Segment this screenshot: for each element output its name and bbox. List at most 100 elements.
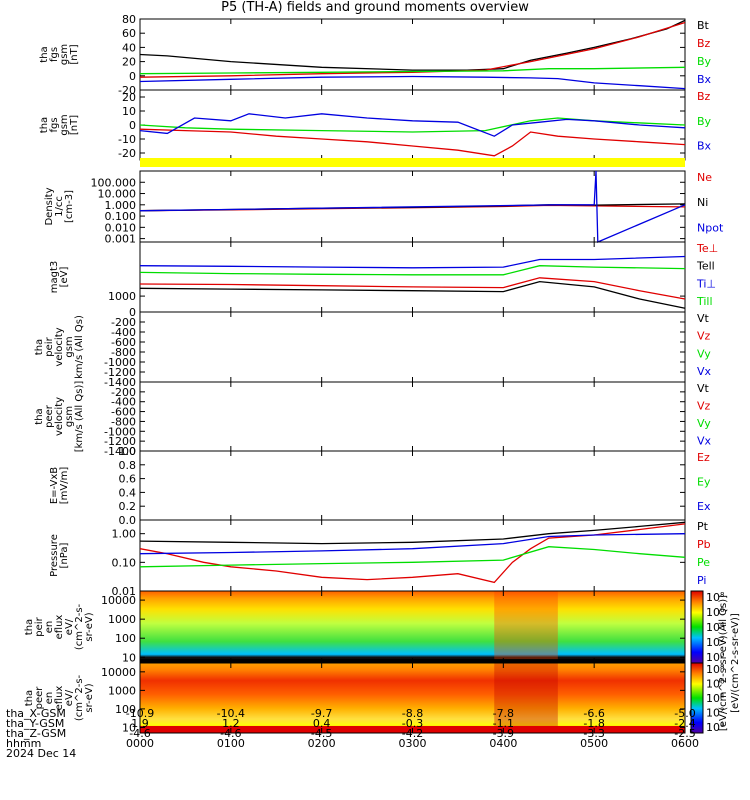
y-axis-label: km/s (All Qs) <box>74 315 85 379</box>
footer-value: -3.3 <box>583 727 605 740</box>
legend-Bx: Bx <box>697 73 712 86</box>
footer-value: -3.9 <box>492 727 515 740</box>
legend-Pt: Pt <box>697 520 709 533</box>
series-By <box>139 66 686 75</box>
legend-Ne: Ne <box>697 171 712 184</box>
legend-Vz: Vz <box>697 330 711 343</box>
footer-value: 1.9 <box>131 717 149 730</box>
colorbar-tick: 102 <box>706 636 724 649</box>
y-axis-label: peer <box>34 686 45 710</box>
y-tick-label: -1200 <box>104 366 136 379</box>
series-Bx <box>139 113 686 137</box>
peir_eflux-injection-band <box>494 591 558 663</box>
y-axis-label: (cm^2-s- <box>74 674 85 721</box>
temperature-frame <box>139 241 686 313</box>
panel-peer_eflux: 10000 1000 100 10 tha peer en eflux eV/(cm^2-s-s… <box>24 662 686 734</box>
y-tick-label: 100.000 <box>91 176 137 189</box>
fgs_gsm_detail-frame <box>139 89 686 161</box>
legend-Pb: Pb <box>697 538 711 551</box>
legend-Bz: Bz <box>697 90 711 103</box>
legend-By: By <box>697 55 712 68</box>
y-axis-label: [nPa] <box>59 542 70 568</box>
footer-row-label: tha_Y-GSM <box>6 717 65 730</box>
series-Pe <box>139 546 686 568</box>
y-tick-label: -1000 <box>104 425 136 438</box>
footer-value: 0400 <box>489 737 518 750</box>
panel-efield: 1.00.80.60.40.20.0 E=-VxB [mV/m] Ez Ey Ex <box>49 445 711 527</box>
y-axis-label: (cm^2-s- <box>74 603 85 650</box>
footer-row-label: tha_X-GSM <box>6 707 66 720</box>
series-Pb <box>139 523 686 584</box>
panel-pressure: 1.00 0.10 0.01 Pressure [nPa] Pt Pb Pe Pi <box>49 519 711 598</box>
y-tick-label: 100 <box>115 632 136 645</box>
plot-title: P5 (TH-A) fields and ground moments over… <box>221 0 529 15</box>
colorbar-tick: 100 <box>706 721 724 734</box>
footer-value: -10.4 <box>216 707 246 720</box>
y-tick-label: 20 <box>122 56 136 69</box>
y-tick-label: 0.010 <box>105 221 137 234</box>
y-axis-label: [cm-3] <box>64 190 75 223</box>
series-Pi <box>139 533 686 555</box>
y-tick-label: 20 <box>122 91 136 104</box>
y-tick-label: -1000 <box>104 356 136 369</box>
y-axis-label: sr-eV) <box>84 612 95 641</box>
footer-value: -4.5 <box>310 727 333 740</box>
legend-Bt: Bt <box>697 19 710 32</box>
series-Bz <box>139 128 686 157</box>
y-tick-label: -20 <box>118 147 136 160</box>
y-axis-label: eV/ <box>64 689 75 706</box>
y-tick-label: 0.001 <box>105 233 137 246</box>
legend-Vz: Vz <box>697 399 711 412</box>
y-axis-label: fgs <box>49 117 60 132</box>
y-tick-label: -400 <box>111 326 136 339</box>
y-tick-label: -10 <box>118 133 136 146</box>
legend-Vt: Vt <box>697 312 710 325</box>
footer-row: hhmm 0000 0100 0200 0300 0400 0500 0600 <box>4 737 744 750</box>
y-tick-label: -200 <box>111 386 136 399</box>
legend-Ex: Ex <box>697 500 711 513</box>
y-axis-label: 1/cc <box>54 196 65 217</box>
y-tick-label: -20 <box>118 84 136 97</box>
footer-value: 0300 <box>398 737 427 750</box>
legend-Bx: Bx <box>697 140 712 153</box>
y-tick-label: 40 <box>122 41 136 54</box>
legend-Ey: Ey <box>697 475 711 488</box>
y-tick-label: 0.8 <box>119 459 137 472</box>
y-tick-label: 0 <box>129 306 136 319</box>
y-axis-label: [mV/m] <box>59 467 70 505</box>
footer-value: -4.6 <box>129 727 151 740</box>
y-axis-label: gsm <box>59 114 70 135</box>
y-axis-label: Density <box>44 187 55 225</box>
footer-value: -1.8 <box>583 717 605 730</box>
y-tick-label: 1000 <box>108 613 136 626</box>
y-axis-label: tha <box>24 619 35 635</box>
y-axis-label: tha <box>34 339 45 355</box>
footer-value: -8.8 <box>401 707 424 720</box>
y-tick-label: 0 <box>129 70 136 83</box>
y-axis-label: peer <box>44 404 55 428</box>
series-Till <box>139 265 686 276</box>
footer-value: 0600 <box>671 737 699 750</box>
y-tick-label: 1.00 <box>112 528 137 541</box>
series-Te⊥ <box>139 277 686 300</box>
y-axis-label: gsm <box>59 44 70 65</box>
legend-Ni: Ni <box>697 196 708 209</box>
footer-row-label: tha_Z-GSM <box>6 727 67 740</box>
series-Ti⊥ <box>139 255 686 269</box>
legend-Tell: Tell <box>696 260 715 273</box>
y-axis-label: [nT] <box>69 44 80 64</box>
y-tick-label: 80 <box>122 13 136 26</box>
y-axis-label: [eV] <box>59 267 70 288</box>
y-axis-label: Pressure <box>49 534 60 577</box>
legend-Te⊥: Te⊥ <box>696 242 718 255</box>
peer_eflux-spectrogram <box>140 663 685 733</box>
y-tick-label: 0 <box>129 119 136 132</box>
y-axis-label: eflux <box>54 686 65 711</box>
legend-Bz: Bz <box>697 37 711 50</box>
series-Bx <box>139 75 686 90</box>
panel-temperature: 1000 magt3 [eV] Te⊥ Tell Ti⊥ Till <box>49 241 718 313</box>
mode-bar <box>140 158 685 167</box>
